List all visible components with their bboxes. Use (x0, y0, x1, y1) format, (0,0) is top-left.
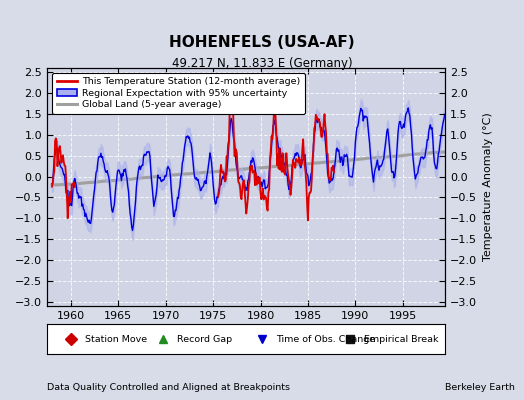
Text: Record Gap: Record Gap (177, 334, 232, 344)
Legend: This Temperature Station (12-month average), Regional Expectation with 95% uncer: This Temperature Station (12-month avera… (52, 73, 305, 114)
Text: HOHENFELS (USA-AF): HOHENFELS (USA-AF) (169, 35, 355, 50)
Text: Data Quality Controlled and Aligned at Breakpoints: Data Quality Controlled and Aligned at B… (47, 383, 290, 392)
Text: 49.217 N, 11.833 E (Germany): 49.217 N, 11.833 E (Germany) (172, 57, 352, 70)
Text: Time of Obs. Change: Time of Obs. Change (276, 334, 375, 344)
Text: Berkeley Earth: Berkeley Earth (445, 383, 515, 392)
Y-axis label: Temperature Anomaly (°C): Temperature Anomaly (°C) (483, 113, 493, 261)
Text: Empirical Break: Empirical Break (364, 334, 438, 344)
Text: Station Move: Station Move (85, 334, 147, 344)
